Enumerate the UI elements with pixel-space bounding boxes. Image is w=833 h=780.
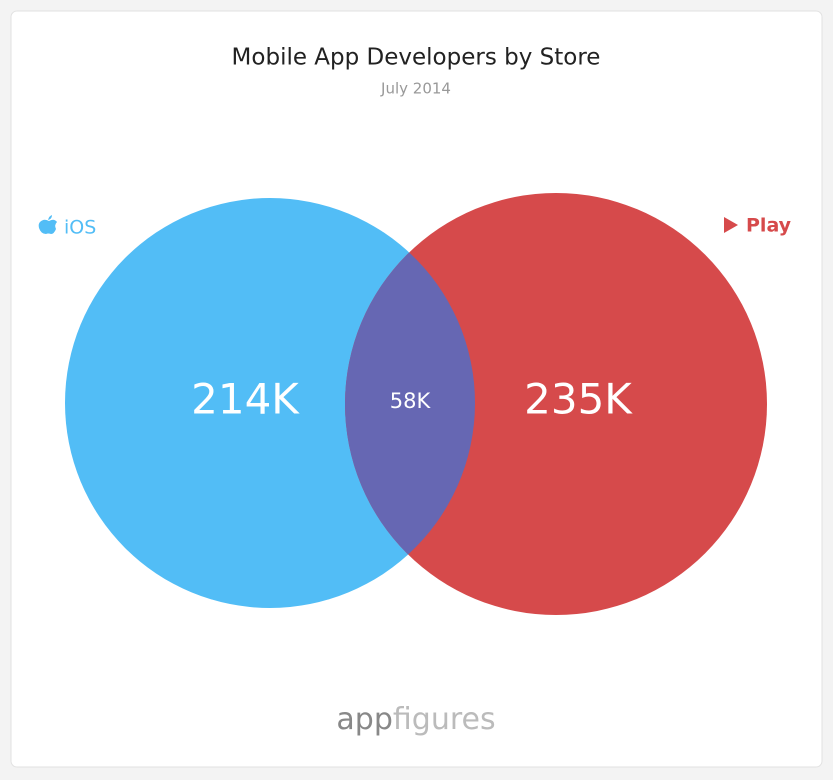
play-icon (724, 217, 738, 233)
chart-subtitle: July 2014 (380, 80, 451, 98)
value-label: 235K (524, 375, 633, 424)
watermark-part: app (336, 702, 392, 737)
legend-label: iOS (64, 217, 96, 239)
chart-title: Mobile App Developers by Store (232, 45, 601, 71)
watermark: appfigures (336, 702, 495, 737)
value-label: 214K (191, 375, 300, 424)
set-circle (345, 193, 767, 615)
ios-icon (38, 215, 57, 234)
legend-label: Play (746, 215, 792, 237)
venn: 214K 235K 58K (65, 193, 767, 615)
overlap (344, 252, 475, 555)
watermark-part: figures (393, 702, 496, 737)
value-label: 58K (390, 389, 432, 413)
